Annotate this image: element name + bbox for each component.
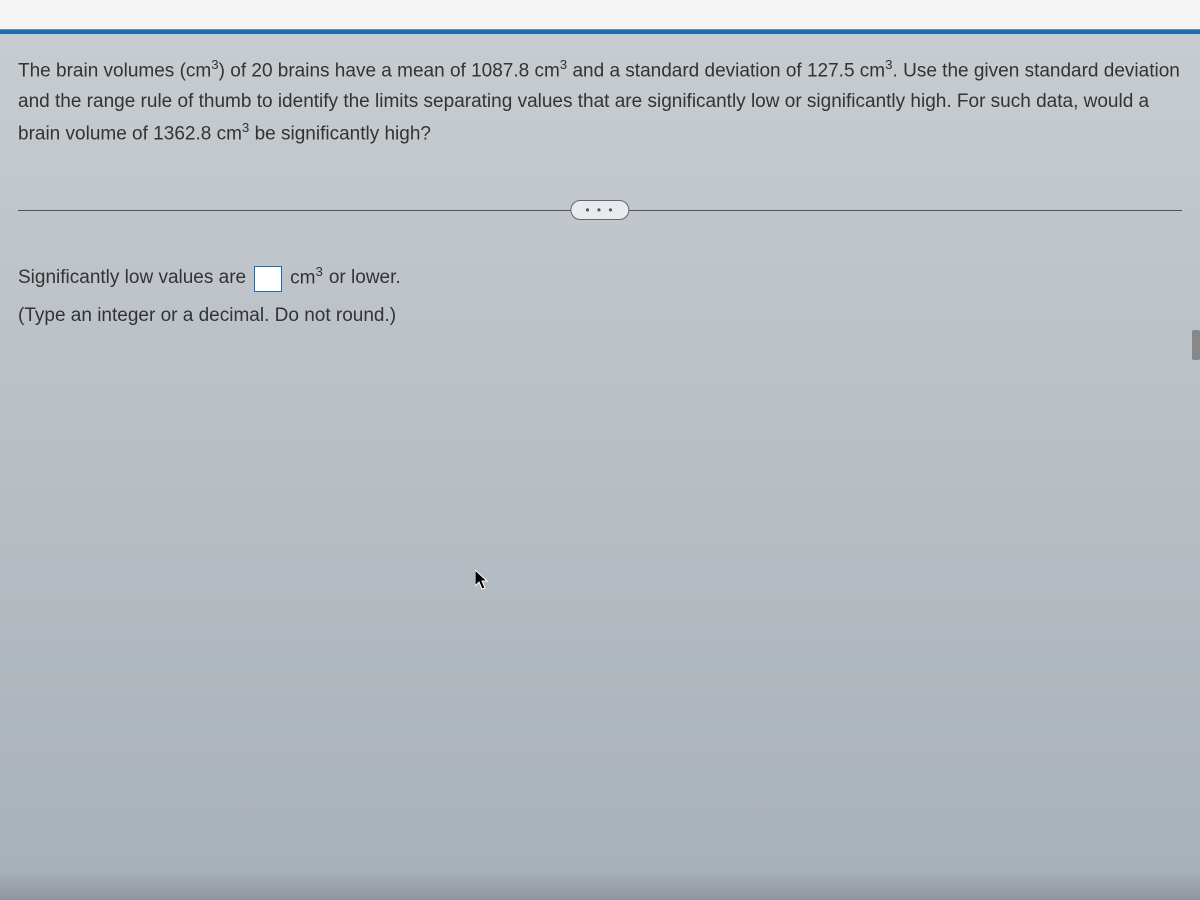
answer-section: Significantly low values are cm3 or lowe… [0,260,1200,334]
question-part-5: be significantly high? [249,123,431,144]
question-part-3: and a standard deviation of 127.5 cm [567,60,885,81]
unit-base: cm [290,267,315,288]
answer-instruction: (Type an integer or a decimal. Do not ro… [18,299,1182,333]
answer-line: Significantly low values are cm3 or lowe… [18,260,1182,296]
superscript-3: 3 [885,57,892,72]
scrollbar-thumb[interactable] [1192,330,1200,360]
question-container: The brain volumes (cm3) of 20 brains hav… [0,34,1200,170]
question-part-2: ) of 20 brains have a mean of 1087.8 cm [219,60,560,81]
unit-sup: 3 [315,264,322,279]
superscript-1: 3 [211,57,218,72]
question-part-1: The brain volumes (cm [18,60,211,81]
expand-label: • • • [585,203,614,217]
bottom-shadow [0,870,1200,900]
answer-prefix: Significantly low values are [18,261,246,295]
expand-button[interactable]: • • • [570,200,629,220]
answer-suffix: or lower. [329,261,401,295]
cursor-icon [475,570,491,592]
top-bar [0,0,1200,30]
divider-container: • • • [0,200,1200,220]
answer-input[interactable] [254,266,282,292]
answer-unit: cm3 [290,260,323,296]
question-text: The brain volumes (cm3) of 20 brains hav… [18,54,1182,150]
